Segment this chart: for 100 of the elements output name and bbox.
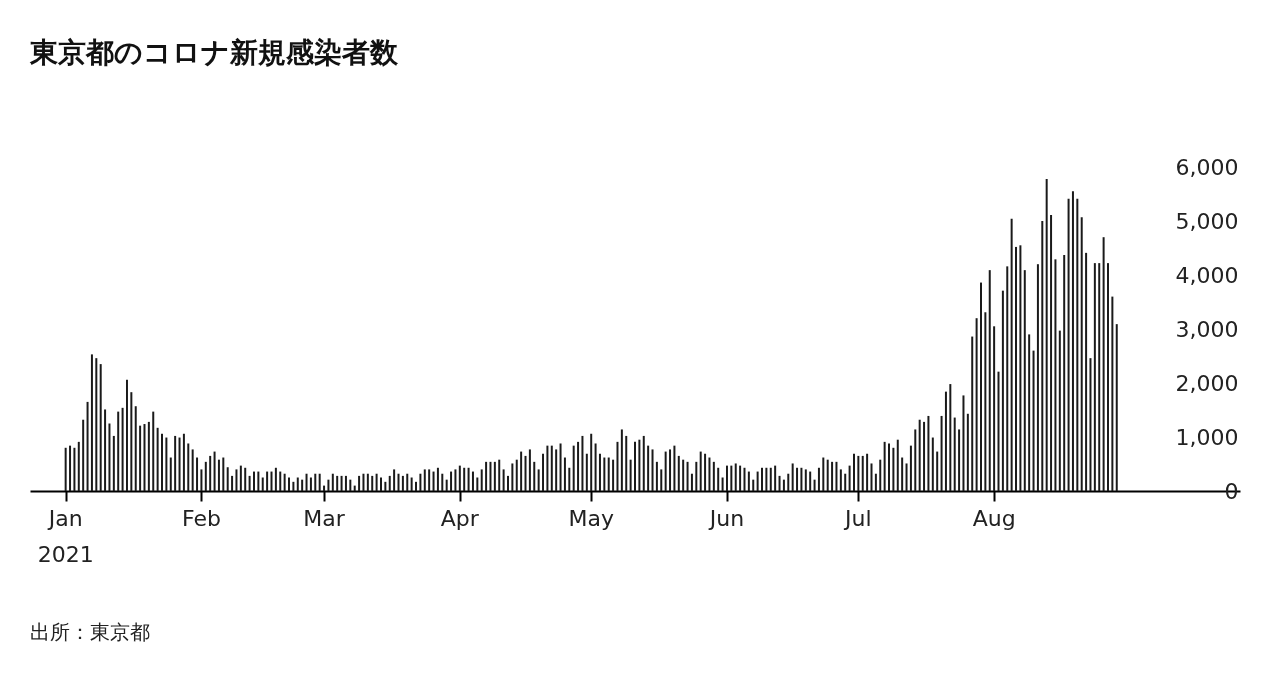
bar [169,457,172,491]
bar [450,471,453,491]
bar [787,473,790,491]
bar [708,457,711,491]
bar [664,451,667,491]
bar [432,471,435,491]
bar [1006,266,1009,491]
bar [86,401,89,491]
bar [165,437,168,491]
bar [743,467,746,491]
bar [874,473,877,491]
bar [730,465,733,491]
bar [515,459,518,491]
bar [695,461,698,491]
bar [393,469,396,491]
bar [1071,191,1074,491]
bar [463,467,466,491]
bar [677,455,680,491]
bar [134,406,137,491]
bar [778,475,781,491]
bar [506,475,509,491]
bar [371,475,374,491]
bar [800,467,803,491]
bar [769,467,772,491]
bar [511,463,514,491]
bar [1032,350,1035,491]
bar [831,461,834,491]
bar [533,461,536,491]
bar [734,463,737,491]
bar [309,477,312,491]
bar [944,391,947,491]
bar [1063,255,1066,491]
bar [988,270,991,491]
bar [362,473,365,491]
bar [147,421,150,491]
bar [226,467,229,491]
bar [485,461,488,491]
bar [796,467,799,491]
bar [590,433,593,491]
bar [95,358,98,491]
bar [1019,245,1022,491]
bar [725,465,728,491]
bar [353,485,356,491]
bar [178,437,181,491]
bar [108,423,111,491]
bar [594,443,597,491]
bar [130,392,133,491]
bar [366,473,369,491]
bar [318,473,321,491]
bar [445,479,448,491]
bar [669,449,672,491]
bar [187,443,190,491]
bar [1093,263,1096,491]
bar [620,429,623,491]
bar [436,467,439,491]
bar [327,479,330,491]
bar [489,461,492,491]
bar [235,469,238,491]
bar [406,473,409,491]
bar [384,481,387,491]
bar [467,467,470,491]
bar [1050,215,1053,491]
bar [1036,264,1039,491]
bar [699,451,702,491]
bar [962,395,965,491]
bar [358,475,361,491]
bar [401,475,404,491]
bar [949,384,952,491]
bar [603,457,606,491]
bar [1076,198,1079,491]
bar [804,469,807,491]
bar [655,461,658,491]
bar [344,475,347,491]
bar [892,447,895,491]
bar [936,451,939,491]
bar [774,465,777,491]
bar [99,364,102,491]
bar [428,469,431,491]
bar [835,461,838,491]
x-tick-label: Aug [972,506,1016,531]
bar [546,445,549,491]
chart-title: 東京都のコロナ新規感染者数 [29,36,399,69]
bar [559,443,562,491]
bar [279,471,282,491]
bar [174,435,177,491]
bar [1098,263,1101,491]
text: 出所：東京都 [30,620,150,644]
bar [222,457,225,491]
bar [984,312,987,491]
bar [914,429,917,491]
bar [756,471,759,491]
bar [292,481,295,491]
x-tick-label: Jul [843,506,872,531]
bar [717,467,720,491]
bar [1115,324,1118,491]
bar [581,435,584,491]
bar [721,477,724,491]
bar [682,459,685,491]
bar [257,471,260,491]
bar [239,465,242,491]
